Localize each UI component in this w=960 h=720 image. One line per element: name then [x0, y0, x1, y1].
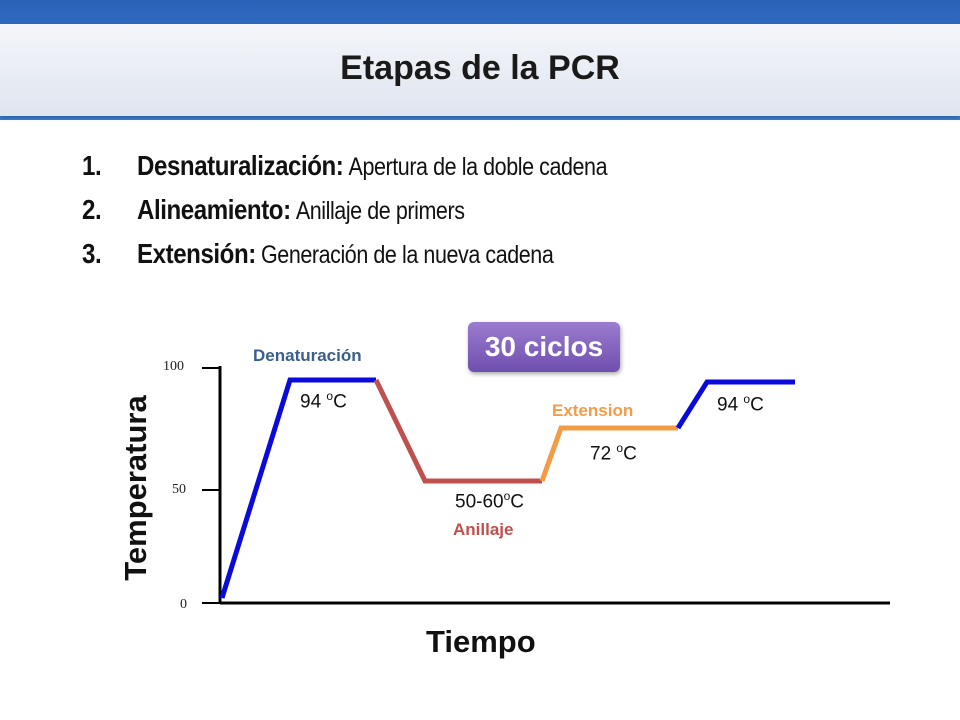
y-tick-label: 0	[180, 597, 187, 612]
step-description: Apertura de la doble cadena	[348, 153, 608, 181]
pcr-steps-list: 1. Desnaturalización: Apertura de la dob…	[82, 150, 693, 282]
annealing-temp-label: 50-60oC	[455, 489, 525, 513]
step-description: Generación de la nueva cadena	[261, 241, 554, 269]
step-description: Anillaje de primers	[295, 197, 465, 225]
denaturation-segment	[219, 377, 376, 599]
step-item: 3. Extensión: Generación de la nueva cad…	[82, 238, 607, 282]
step-term: Desnaturalización:	[137, 150, 344, 181]
slide-title: Etapas de la PCR	[340, 48, 620, 87]
y-tick-label: 100	[163, 359, 184, 374]
extension-temp-label: 72 oC	[590, 441, 637, 465]
title-bar: Etapas de la PCR	[0, 24, 960, 116]
step-number: 2.	[82, 194, 102, 225]
step-item: 2. Alineamiento: Anillaje de primers	[82, 194, 607, 238]
denaturation-repeat-temp-label: 94 oC	[717, 392, 764, 416]
extension-label: Extension	[552, 401, 634, 420]
denaturation-repeat-segment	[675, 379, 795, 430]
denaturation-temp-label: 94 oC	[300, 389, 347, 413]
step-term: Alineamiento:	[137, 194, 291, 225]
extension-segment	[539, 425, 678, 482]
step-number: 1.	[82, 150, 102, 181]
step-term: Extensión:	[137, 238, 256, 269]
y-tick-label: 50	[172, 482, 186, 497]
step-number: 3.	[82, 238, 102, 269]
x-axis-title: Tiempo	[426, 624, 536, 659]
cycles-badge: 30 ciclos	[468, 322, 620, 372]
step-item: 1. Desnaturalización: Apertura de la dob…	[82, 150, 608, 194]
annealing-segment	[373, 378, 542, 484]
y-axis-title: Temperatura	[118, 395, 153, 581]
denaturation-label: Denaturación	[253, 346, 362, 365]
annealing-label: Anillaje	[453, 520, 514, 539]
